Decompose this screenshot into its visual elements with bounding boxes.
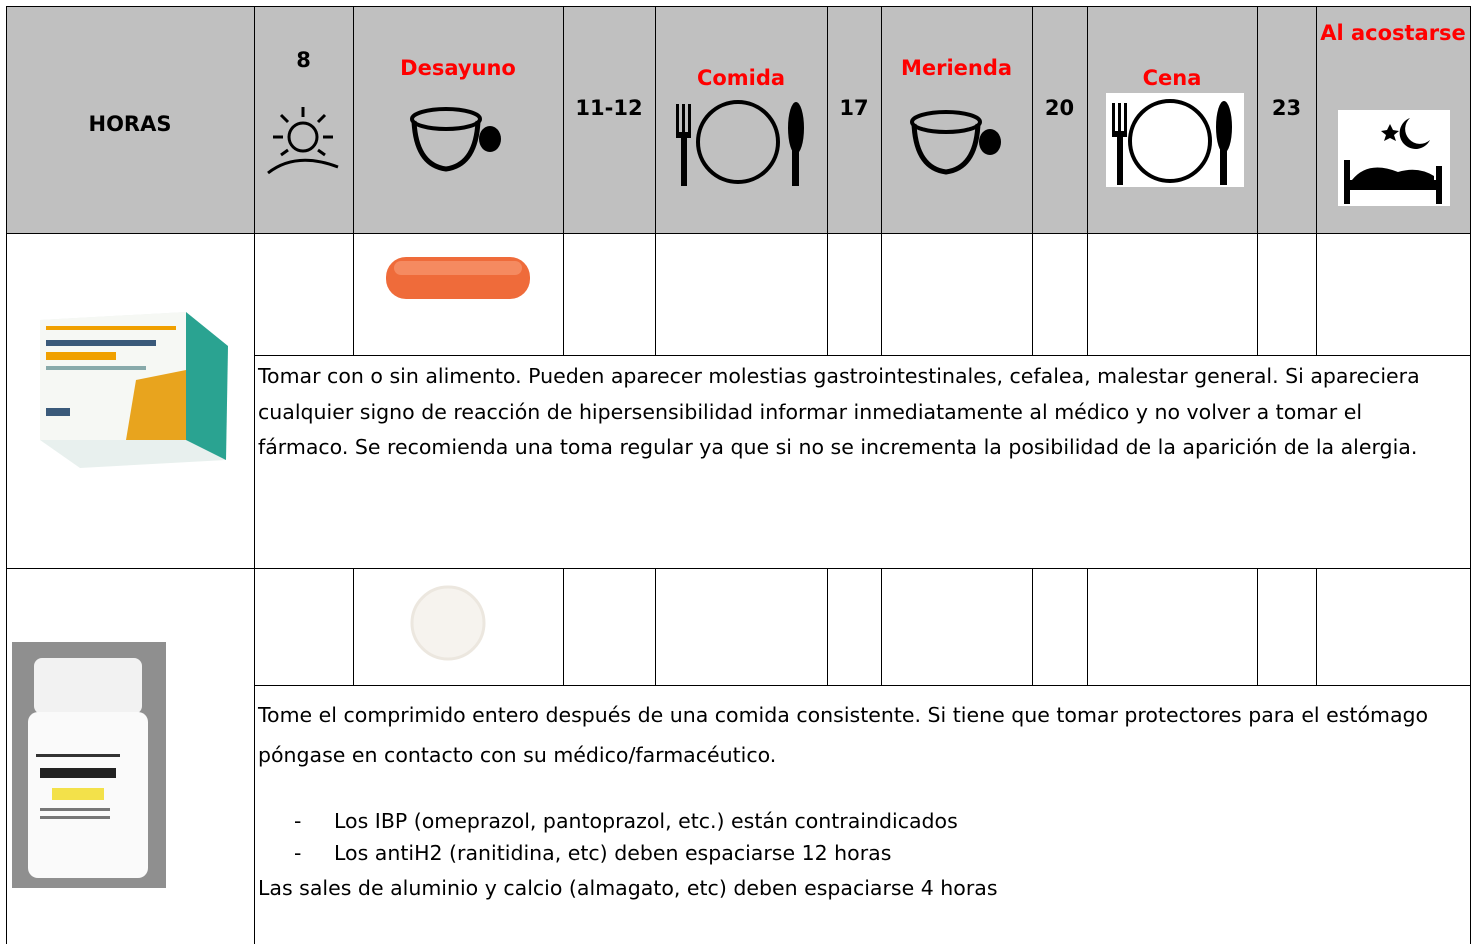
table-border [6, 6, 1471, 7]
medication-box-image [40, 312, 228, 468]
table-border [254, 685, 1471, 686]
medication-instructions: Tome el comprimido entero después de una… [258, 695, 1458, 907]
table-border [881, 233, 882, 355]
list-item: - Los IBP (omeprazol, pantoprazol, etc.)… [294, 809, 958, 833]
table-border [655, 233, 656, 355]
table-border [6, 6, 7, 944]
medication-instructions: Tomar con o sin alimento. Pueden aparece… [258, 359, 1458, 466]
meal-breakfast: Desayuno [400, 56, 516, 80]
meal-bedtime: Al acostarse [1320, 21, 1466, 45]
cup-icon [910, 110, 1001, 175]
list-text: Los IBP (omeprazol, pantoprazol, etc.) e… [333, 809, 958, 833]
table-border [881, 568, 882, 685]
table-border [1316, 233, 1317, 355]
meal-lunch: Comida [696, 66, 786, 90]
instructions-text: Tomar con o sin alimento. Pueden aparece… [258, 364, 1420, 459]
table-border [353, 568, 354, 685]
bed-icon [1338, 110, 1450, 206]
table-border [1032, 6, 1033, 233]
table-border [827, 568, 828, 685]
table-border [1257, 568, 1258, 685]
table-border [881, 6, 882, 233]
time-20: 20 [1044, 96, 1075, 120]
meal-snack: Merienda [900, 56, 1013, 80]
table-border [1257, 233, 1258, 355]
time-17: 17 [839, 96, 869, 120]
table-border [353, 6, 354, 233]
note-text: Las sales de aluminio y calcio (almagato… [258, 876, 998, 900]
pill-image [386, 257, 530, 299]
table-border [6, 233, 1471, 234]
table-border [563, 6, 564, 233]
plate-icon [676, 100, 804, 186]
table-border [1316, 6, 1317, 233]
table-border [1032, 233, 1033, 355]
table-border [827, 6, 828, 233]
table-border [563, 233, 564, 355]
table-border [655, 6, 656, 233]
table-border [1257, 6, 1258, 233]
cup-icon [410, 107, 501, 172]
plate-icon [1106, 93, 1244, 187]
hours-label: HORAS [88, 112, 172, 136]
table-border [655, 568, 656, 685]
table-border [827, 233, 828, 355]
list-item: - Los antiH2 (ranitidina, etc) deben esp… [294, 841, 892, 865]
table-border [353, 233, 354, 355]
table-border [1087, 233, 1088, 355]
meal-dinner: Cena [1142, 66, 1202, 90]
medication-bottle-image [12, 642, 166, 888]
table-border [1087, 568, 1088, 685]
table-border [254, 355, 1471, 356]
list-text: Los antiH2 (ranitidina, etc) deben espac… [333, 841, 892, 865]
time-11-12: 11-12 [575, 96, 643, 120]
table-border [1470, 6, 1471, 944]
table-border [6, 568, 1471, 569]
table-border [1316, 568, 1317, 685]
table-border [1032, 568, 1033, 685]
time-23: 23 [1271, 96, 1302, 120]
instructions-list: - Los IBP (omeprazol, pantoprazol, etc.)… [258, 805, 1458, 869]
table-border [254, 6, 255, 944]
instructions-text: Tome el comprimido entero después de una… [258, 703, 1429, 767]
table-border [1087, 6, 1088, 233]
sun-icon [267, 107, 339, 175]
table-border [563, 568, 564, 685]
time-8: 8 [296, 48, 311, 72]
pill-image [410, 585, 486, 661]
